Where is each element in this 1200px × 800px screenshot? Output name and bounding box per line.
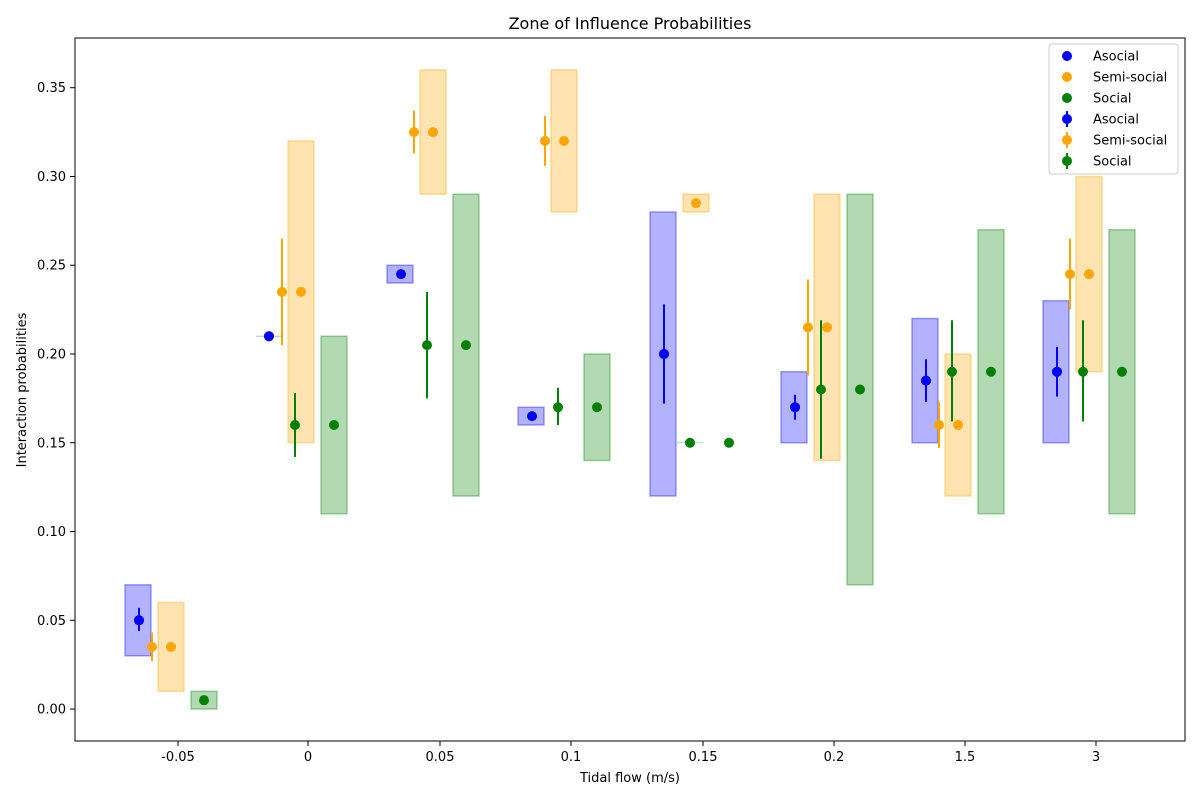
y-axis-label: Interaction probabilities <box>15 312 30 467</box>
data-point <box>855 384 865 395</box>
y-axis: 0.00 0.05 0.10 0.15 0.20 0.25 0.30 0.35 <box>37 81 75 718</box>
data-point <box>691 198 701 209</box>
legend-label: Social <box>1093 155 1132 170</box>
data-point <box>659 348 669 359</box>
data-point <box>1052 366 1062 377</box>
data-point <box>921 375 931 386</box>
error-bar-point <box>422 340 432 351</box>
data-point <box>592 402 602 413</box>
legend-label: Asocial <box>1093 50 1139 65</box>
y-tick-label: 0.35 <box>37 81 66 96</box>
legend-marker <box>1062 51 1072 61</box>
y-tick-label: 0.15 <box>37 436 66 451</box>
y-tick-label: 0.05 <box>37 614 66 629</box>
x-axis: -0.05 0 0.05 0.1 0.15 0.2 1.5 3 <box>161 741 1100 765</box>
y-tick-label: 0.25 <box>37 259 66 274</box>
data-point <box>790 402 800 413</box>
range-box <box>1042 299 1070 444</box>
legend-label: Social <box>1093 92 1132 107</box>
legend-label: Semi-social <box>1093 71 1167 86</box>
data-point <box>1117 366 1127 377</box>
data-point <box>953 420 963 431</box>
legend-marker <box>1062 114 1072 124</box>
data-point <box>986 366 996 377</box>
y-tick-label: 0.20 <box>37 347 66 362</box>
error-bar-point <box>947 366 957 377</box>
legend-marker <box>1062 156 1072 166</box>
error-bar-point <box>934 420 944 431</box>
error-bar-point <box>277 286 287 297</box>
data-point <box>134 615 144 626</box>
error-bar-point <box>685 437 695 448</box>
x-axis-label: Tidal flow (m/s) <box>579 771 680 786</box>
error-bar-point <box>290 420 300 431</box>
error-bar-point <box>816 384 826 395</box>
data-point <box>166 641 176 652</box>
data-point <box>527 411 537 422</box>
data-point <box>264 331 274 342</box>
plot-marks <box>124 69 1136 710</box>
legend-box <box>1048 43 1179 175</box>
data-point <box>822 322 832 333</box>
y-tick-label: 0.10 <box>37 525 66 540</box>
error-bar-point <box>147 641 157 652</box>
x-tick-label: 0.05 <box>426 750 455 765</box>
x-tick-label: -0.05 <box>161 750 195 765</box>
x-tick-label: 0 <box>304 750 312 765</box>
legend-marker <box>1062 72 1072 82</box>
legend-marker <box>1062 135 1072 145</box>
error-bar-point <box>409 127 419 138</box>
legend: Asocial Semi-social Social Asocial Semi-soci… <box>1048 43 1179 175</box>
data-point <box>199 695 209 706</box>
legend-label: Asocial <box>1093 113 1139 128</box>
data-point <box>396 269 406 280</box>
range-box <box>780 370 808 444</box>
legend-label: Semi-social <box>1093 134 1167 149</box>
data-point <box>724 437 734 448</box>
error-bar-point <box>1065 269 1075 280</box>
data-point <box>559 135 569 146</box>
error-bar-point <box>803 322 813 333</box>
data-point <box>329 420 339 431</box>
error-bar-point <box>540 135 550 146</box>
data-point <box>296 286 306 297</box>
data-point <box>461 340 471 351</box>
x-tick-label: 0.1 <box>561 750 582 765</box>
error-bar-point <box>553 402 563 413</box>
data-point <box>428 127 438 138</box>
y-tick-label: 0.00 <box>37 703 66 718</box>
x-tick-label: 3 <box>1092 750 1100 765</box>
x-tick-label: 0.2 <box>824 750 845 765</box>
x-tick-label: 0.15 <box>689 750 718 765</box>
x-tick-label: 1.5 <box>955 750 976 765</box>
chart-title: Zone of Influence Probabilities <box>509 14 752 33</box>
y-tick-label: 0.30 <box>37 170 66 185</box>
plot-frame <box>74 37 1186 742</box>
legend-marker <box>1062 93 1072 103</box>
error-bar-point <box>1078 366 1088 377</box>
data-point <box>1084 269 1094 280</box>
